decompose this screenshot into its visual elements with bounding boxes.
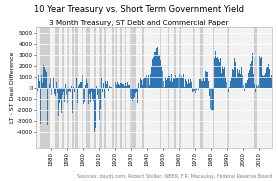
Bar: [227, 27, 229, 148]
Bar: [112, 27, 114, 148]
Bar: [179, 27, 181, 148]
Bar: [99, 27, 102, 148]
Bar: [213, 27, 214, 148]
Bar: [130, 27, 136, 148]
Y-axis label: LT - ST Deal Difference: LT - ST Deal Difference: [10, 52, 15, 123]
Bar: [160, 27, 162, 148]
Bar: [40, 27, 50, 148]
Text: 10 Year Treasury vs. Short Term Government Yield: 10 Year Treasury vs. Short Term Governme…: [34, 5, 244, 14]
Bar: [63, 27, 64, 148]
Bar: [104, 27, 106, 148]
Bar: [95, 27, 96, 148]
Bar: [254, 27, 257, 148]
Bar: [142, 27, 144, 148]
Bar: [75, 27, 78, 148]
Bar: [54, 27, 59, 148]
Bar: [193, 27, 195, 148]
Bar: [174, 27, 176, 148]
Text: 3 Month Treasury, ST Debt and Commercial Paper: 3 Month Treasury, ST Debt and Commercial…: [49, 20, 229, 26]
Bar: [72, 27, 74, 148]
Bar: [200, 27, 203, 148]
Bar: [115, 27, 117, 148]
Bar: [82, 27, 83, 148]
Bar: [86, 27, 90, 148]
Bar: [67, 27, 69, 148]
Bar: [120, 27, 121, 148]
Text: Sources: daydj.com, Robert Shiller, NBER, F.R. Macaulay, Federal Reserve Board: Sources: daydj.com, Robert Shiller, NBER…: [77, 174, 272, 179]
Bar: [168, 27, 170, 148]
Bar: [125, 27, 126, 148]
